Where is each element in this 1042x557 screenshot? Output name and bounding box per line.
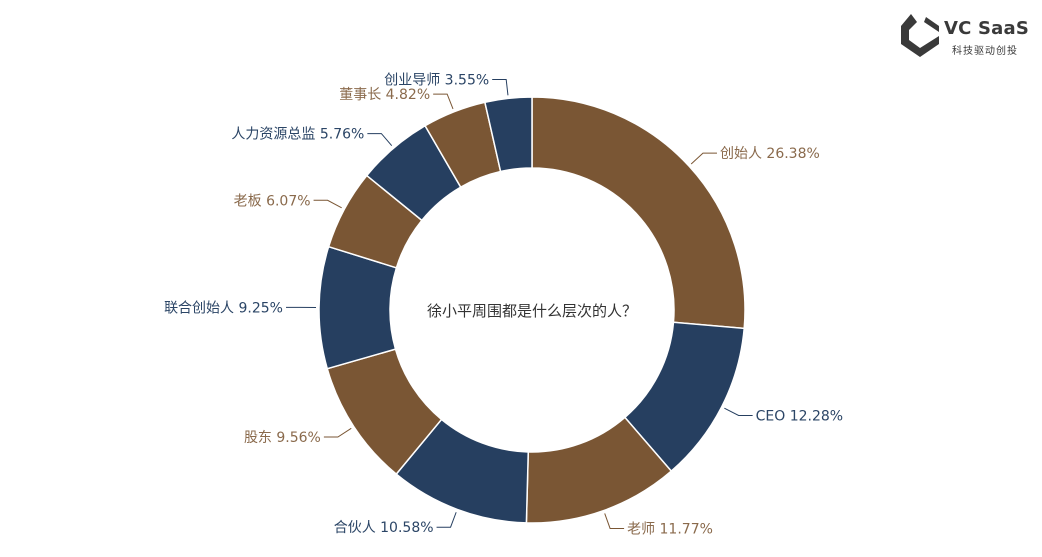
slice-label: 创业导师 3.55%: [384, 72, 489, 88]
leader-line: [604, 513, 625, 529]
slice-label: 合伙人 10.58%: [334, 520, 434, 536]
leader-line: [367, 133, 393, 147]
slice-label: 董事长 4.82%: [339, 87, 430, 103]
brand-logo-icon: [901, 14, 939, 57]
leader-line: [323, 427, 352, 438]
brand-slogan: 科技驱动创投: [952, 46, 1018, 57]
leader-line: [313, 199, 342, 209]
slice-label: 股东 9.56%: [244, 430, 321, 446]
leader-line: [724, 407, 753, 417]
donut-slice: [318, 245, 398, 370]
slice-label: 联合创始人 9.25%: [164, 300, 283, 316]
leader-line: [492, 78, 509, 96]
slice-label: CEO 12.28%: [756, 409, 843, 425]
slice-label: 老师 11.77%: [627, 521, 713, 537]
brand-logo: VC SaaS 科技驱动创投: [898, 10, 1038, 60]
donut-slice: [531, 96, 746, 330]
slice-label: 老板 6.07%: [234, 193, 311, 209]
center-title: 徐小平周围都是什么层次的人？: [427, 302, 637, 320]
leader-line: [433, 93, 454, 110]
leader-line: [690, 152, 717, 165]
slice-label: 人力资源总监 5.76%: [231, 127, 364, 143]
slice-label: 创始人 26.38%: [720, 146, 820, 162]
leader-line: [436, 512, 457, 528]
donut-slice: [483, 96, 533, 173]
brand-name: VC SaaS: [944, 18, 1030, 39]
